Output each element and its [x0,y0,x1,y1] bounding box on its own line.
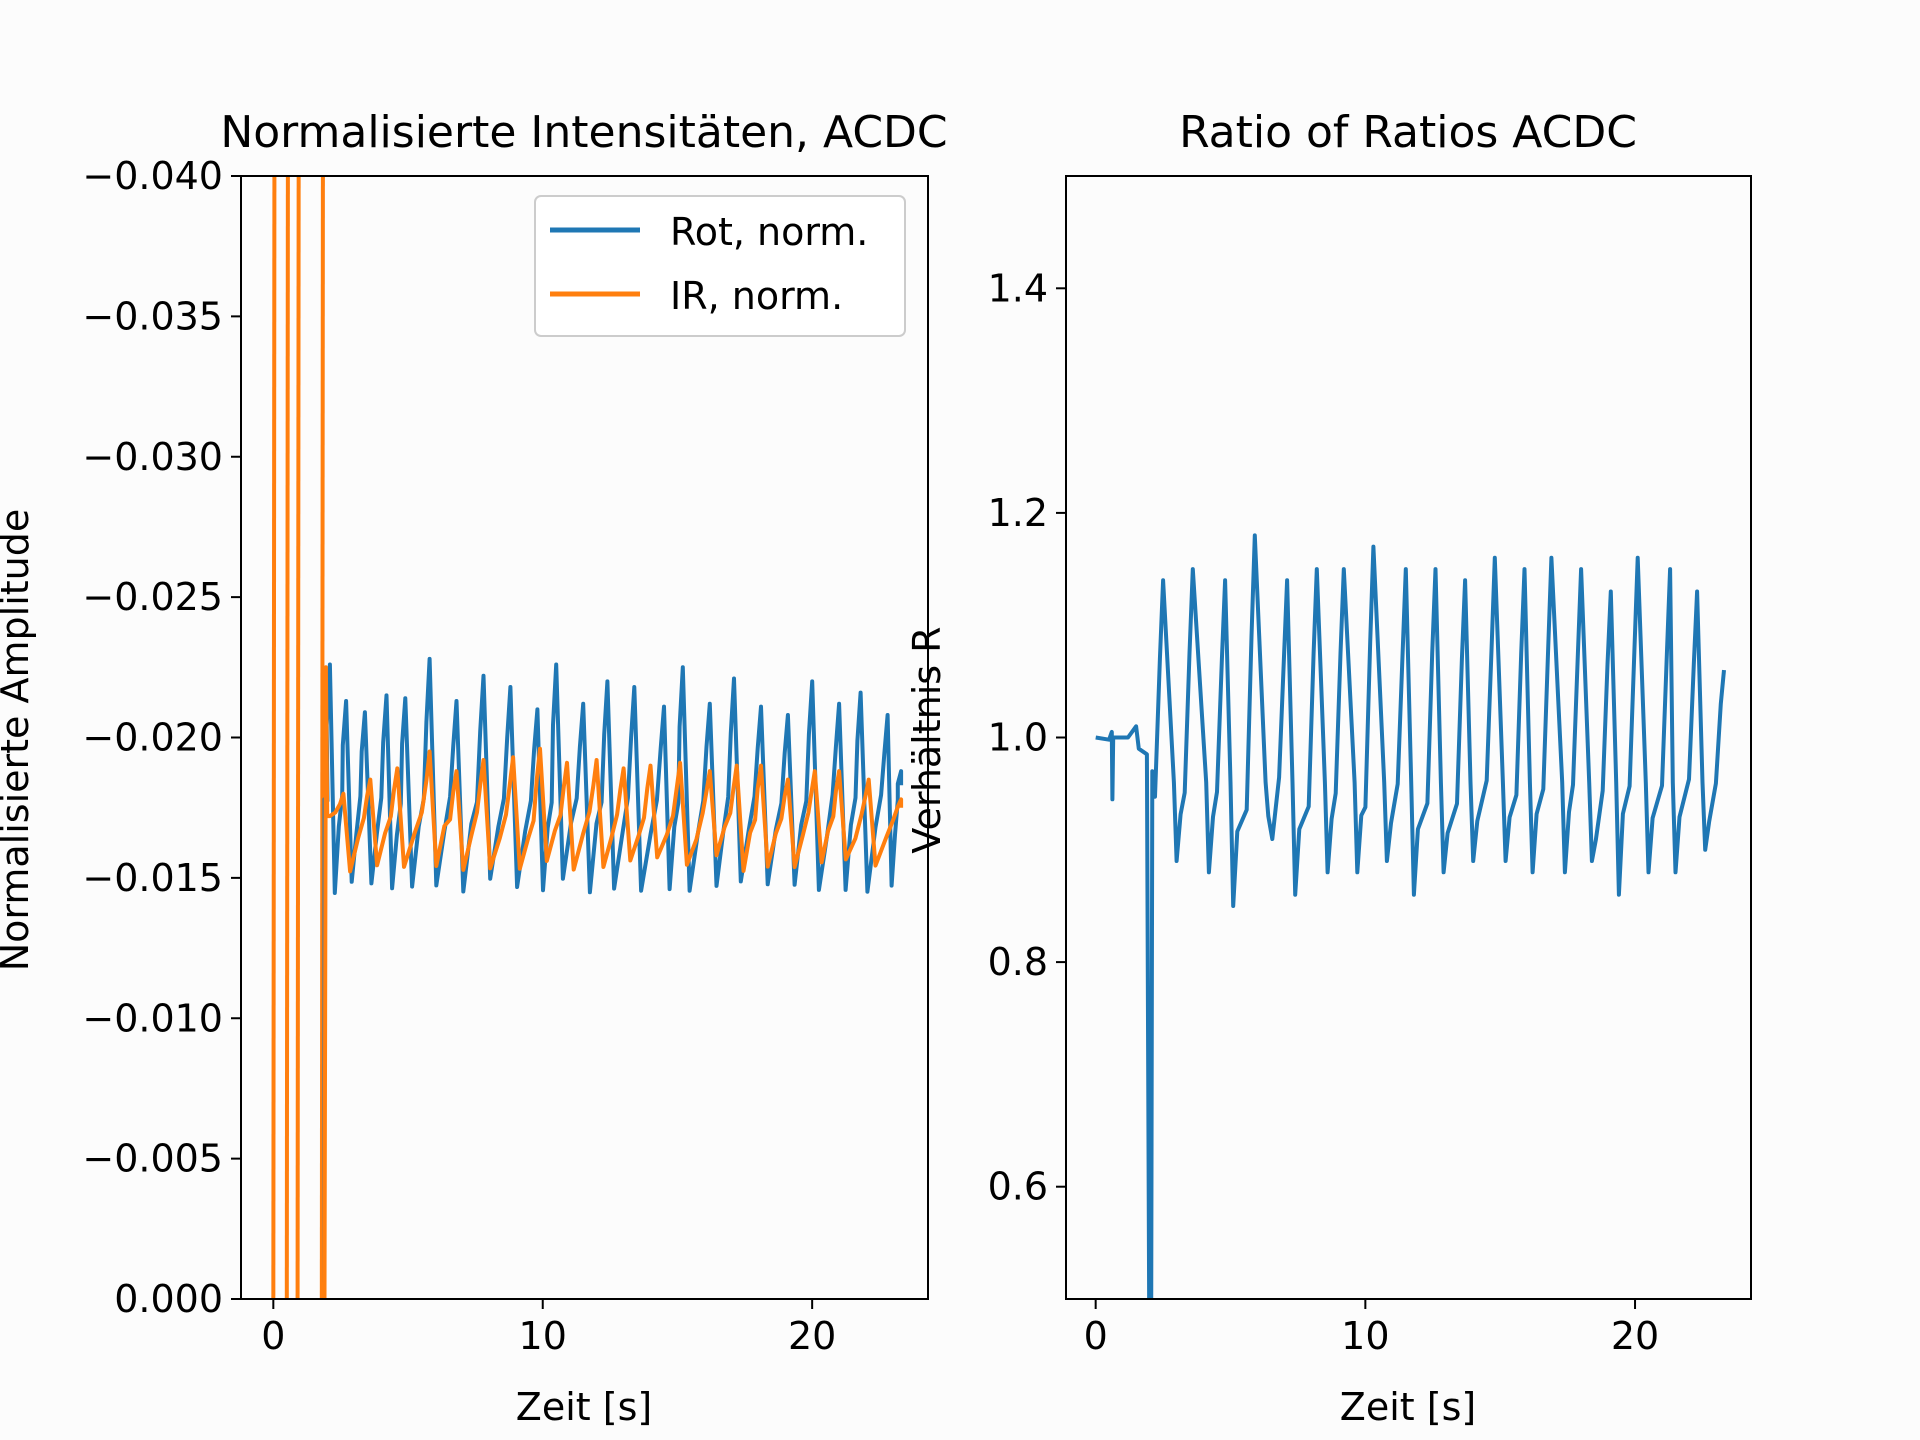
right-chart-title: Ratio of Ratios ACDC [1179,107,1637,158]
y-tick-label: 1.4 [988,266,1048,310]
y-tick-label: −0.020 [82,716,223,760]
x-tick-label: 0 [1084,1314,1108,1358]
legend: Rot, norm. IR, norm. [534,195,906,337]
y-tick-label: −0.005 [82,1137,223,1181]
ir-spike-line [295,176,301,1299]
right-x-axis-label: Zeit [s] [1340,1385,1476,1429]
left-plot-area: 0 10 20 −0.040 −0.035 −0.030 −0.025 −0.020 −0.01… [82,154,929,1358]
y-tick-label: −0.025 [82,575,223,619]
y-tick-label: 0.000 [114,1277,223,1321]
ir-spike-line [271,176,277,1299]
plot-data-layer [1095,533,1726,1299]
y-tick-label: −0.015 [82,856,223,900]
series-line-ratio [1095,533,1726,1299]
y-tick-label: 1.0 [988,716,1048,760]
left-chart-title: Normalisierte Intensitäten, ACDC [220,107,947,158]
legend-label-rot: Rot, norm. [670,210,868,254]
right-plot-area: 0 10 20 0.6 0.8 1.0 1.2 1.4 [988,175,1752,1358]
x-tick-label: 20 [788,1314,836,1358]
x-tick-label: 10 [1341,1314,1389,1358]
ir-spike-line [284,176,290,1299]
left-x-axis-label: Zeit [s] [516,1385,652,1429]
y-tick-label: −0.030 [82,435,223,479]
plot-data-layer [271,176,904,1299]
legend-label-ir: IR, norm. [670,274,843,318]
left-chart: Normalisierte Intensitäten, ACDC 0 10 20 −0… [0,107,948,1429]
x-tick-label: 20 [1611,1314,1659,1358]
left-y-axis-label: Normalisierte Amplitude [0,509,37,972]
x-tick-label: 0 [261,1314,285,1358]
ir-spike-line [319,176,325,1299]
x-tick-label: 10 [519,1314,567,1358]
right-chart: Ratio of Ratios ACDC 0 10 20 0.6 0.8 1.0 1.2 1.… [905,107,1752,1429]
y-tick-label: 0.8 [988,940,1048,984]
y-tick-label: −0.040 [82,154,223,198]
y-tick-label: 0.6 [988,1165,1048,1209]
y-tick-label: −0.035 [82,294,223,338]
right-y-axis-label: Verhältnis R [905,626,949,853]
y-tick-label: 1.2 [988,491,1048,535]
series-line-rot-norm [322,656,904,1283]
y-tick-label: −0.010 [82,996,223,1040]
series-line-ir-norm [322,665,904,1299]
